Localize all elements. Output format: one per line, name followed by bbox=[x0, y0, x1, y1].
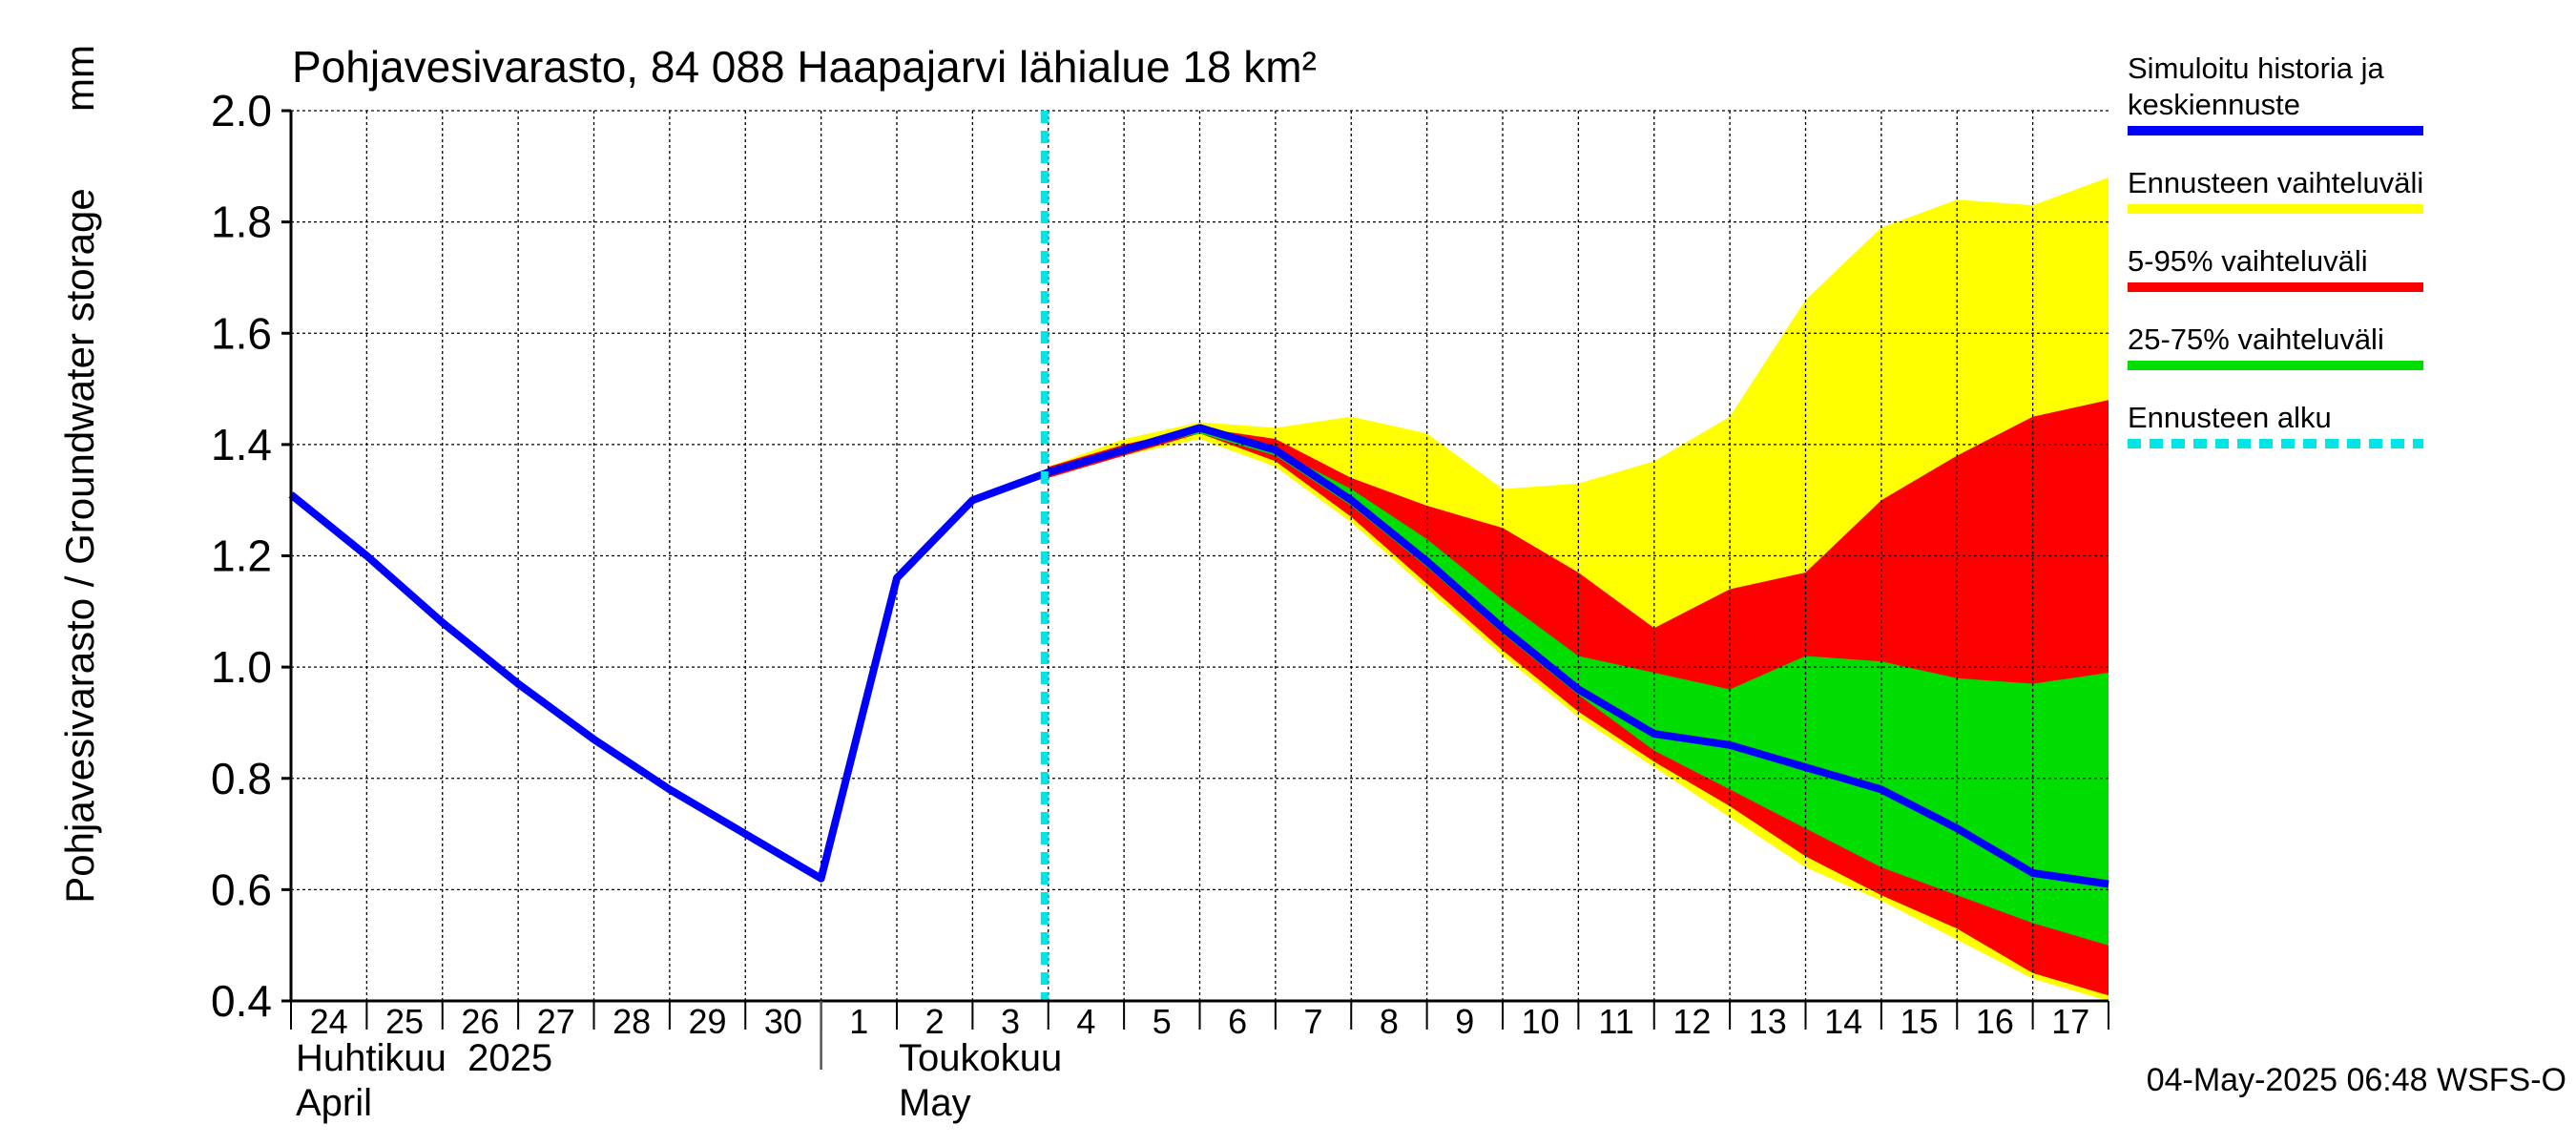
footer-timestamp: 04-May-2025 06:48 WSFS-O bbox=[2147, 1062, 2566, 1098]
chart-title: Pohjavesivarasto, 84 088 Haapajarvi lähi… bbox=[292, 42, 1317, 92]
x-tick-label: 27 bbox=[537, 1002, 575, 1041]
y-tick-label: 1.0 bbox=[211, 642, 272, 692]
y-tick-label: 1.2 bbox=[211, 531, 272, 581]
y-tick-labels: 0.4 0.6 0.8 1.0 1.2 1.4 1.6 1.8 2.0 bbox=[211, 86, 272, 1026]
x-tick-label: 29 bbox=[689, 1002, 727, 1041]
x-tick-label: 7 bbox=[1304, 1002, 1323, 1041]
y-tick-label: 1.6 bbox=[211, 308, 272, 358]
legend-label: keskiennuste bbox=[2128, 88, 2300, 121]
y-axis-unit: mm bbox=[57, 45, 102, 112]
legend-label: Ennusteen alku bbox=[2128, 401, 2332, 434]
legend-label: Ennusteen vaihteluväli bbox=[2128, 166, 2423, 199]
x-tick-label: 9 bbox=[1455, 1002, 1474, 1041]
legend-label: 25-75% vaihteluväli bbox=[2128, 323, 2384, 356]
x-tick-label: 25 bbox=[385, 1002, 424, 1041]
median-series-layer bbox=[288, 424, 2109, 888]
y-tick-label: 2.0 bbox=[211, 86, 272, 135]
x-tick-label: 1 bbox=[849, 1002, 868, 1041]
y-axis-label: Pohjavesivarasto / Groundwater storage bbox=[57, 188, 102, 903]
x-tick-label: 2 bbox=[925, 1002, 945, 1041]
x-tick-label: 5 bbox=[1153, 1002, 1172, 1041]
legend-label: 5-95% vaihteluväli bbox=[2128, 244, 2368, 278]
x-tick-label: 15 bbox=[1901, 1002, 1939, 1041]
y-tick-label: 0.4 bbox=[211, 976, 272, 1026]
y-tick-label: 1.4 bbox=[211, 420, 272, 469]
median-series-line bbox=[288, 424, 2109, 888]
y-tick-label: 0.8 bbox=[211, 754, 272, 803]
x-tick-label: 24 bbox=[310, 1002, 348, 1041]
month-label-april-en: April bbox=[296, 1082, 372, 1124]
x-tick-label: 8 bbox=[1380, 1002, 1399, 1041]
x-tick-label: 16 bbox=[1976, 1002, 2014, 1041]
x-tick-label: 4 bbox=[1076, 1002, 1095, 1041]
x-tick-label: 11 bbox=[1598, 1002, 1633, 1041]
month-label-april-fi: Huhtikuu 2025 bbox=[296, 1037, 552, 1079]
y-tick-label: 1.8 bbox=[211, 198, 272, 247]
x-tick-label: 12 bbox=[1672, 1002, 1711, 1041]
month-label-may-fi: Toukokuu bbox=[899, 1037, 1062, 1079]
x-tick-label: 26 bbox=[461, 1002, 499, 1041]
month-label-may-en: May bbox=[899, 1082, 971, 1124]
x-tick-label: 10 bbox=[1522, 1002, 1560, 1041]
y-tick-label: 0.6 bbox=[211, 864, 272, 914]
x-tick-label: 28 bbox=[613, 1002, 651, 1041]
x-tick-labels: 24 25 26 27 28 29 30 1 2 3 4 5 6 7 8 9 10 11 12 13 14 15 16 17 bbox=[310, 1002, 2090, 1041]
x-tick-label: 14 bbox=[1824, 1002, 1862, 1041]
x-tick-label: 13 bbox=[1749, 1002, 1787, 1041]
x-tick-label: 3 bbox=[1001, 1002, 1020, 1041]
x-tick-label: 6 bbox=[1228, 1002, 1247, 1041]
axes bbox=[281, 109, 2109, 1070]
x-tick-label: 30 bbox=[764, 1002, 802, 1041]
legend-label: Simuloitu historia ja bbox=[2128, 52, 2385, 85]
x-tick-label: 17 bbox=[2051, 1002, 2089, 1041]
